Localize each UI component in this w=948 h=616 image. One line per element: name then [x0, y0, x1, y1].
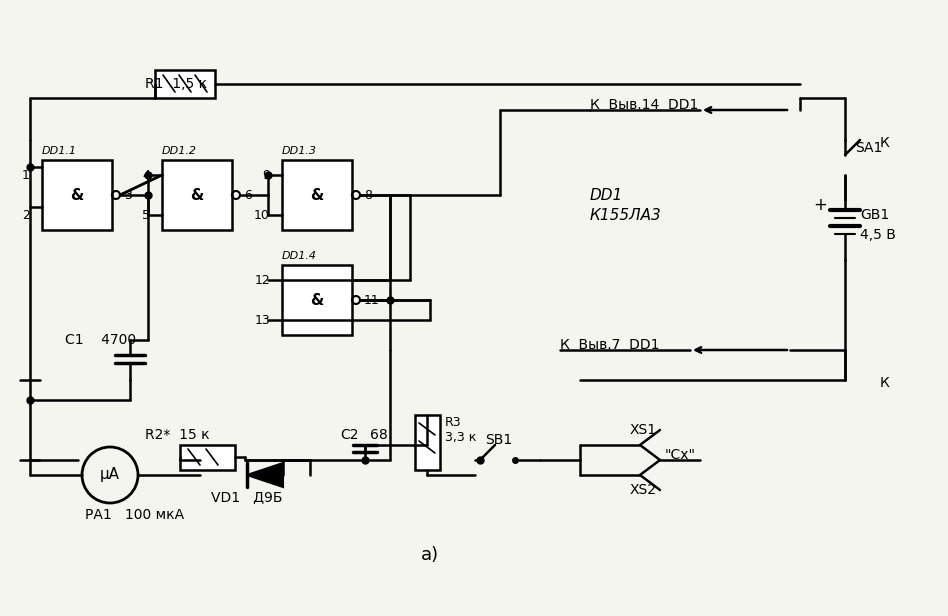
Bar — [155, 70, 215, 98]
Text: XS1: XS1 — [630, 423, 657, 437]
Bar — [162, 160, 232, 230]
Text: R1  1,5 к: R1 1,5 к — [145, 77, 207, 91]
Text: К: К — [880, 376, 890, 390]
Text: 5: 5 — [142, 208, 150, 222]
Text: К155ЛА3: К155ЛА3 — [590, 208, 662, 222]
Text: SA1: SA1 — [855, 141, 883, 155]
Text: 2: 2 — [22, 208, 30, 222]
Text: 4: 4 — [142, 169, 150, 182]
Text: "Cx": "Cx" — [665, 448, 696, 462]
Bar — [415, 415, 440, 470]
Bar — [282, 265, 352, 335]
Text: +: + — [813, 196, 827, 214]
Text: 9: 9 — [263, 169, 270, 182]
Polygon shape — [247, 463, 283, 487]
Text: XS2: XS2 — [630, 483, 657, 497]
Text: 4,5 В: 4,5 В — [860, 228, 896, 242]
Text: К  Выв.14  DD1: К Выв.14 DD1 — [590, 98, 699, 112]
Text: 10: 10 — [254, 208, 270, 222]
Text: &: & — [191, 187, 204, 203]
Text: 6: 6 — [244, 188, 252, 201]
Text: μА: μА — [100, 468, 120, 482]
Text: &: & — [310, 293, 323, 307]
Bar — [42, 160, 112, 230]
Text: R3
3,3 к: R3 3,3 к — [445, 416, 477, 444]
Bar — [282, 160, 352, 230]
Text: C2: C2 — [340, 428, 358, 442]
Text: а): а) — [421, 546, 439, 564]
Bar — [180, 445, 235, 470]
Text: DD1: DD1 — [590, 187, 623, 203]
Text: 13: 13 — [254, 314, 270, 326]
Text: 11: 11 — [364, 293, 380, 307]
Text: DD1.4: DD1.4 — [282, 251, 317, 261]
Text: DD1.1: DD1.1 — [42, 146, 77, 156]
Text: 8: 8 — [364, 188, 372, 201]
Text: К: К — [880, 136, 890, 150]
Text: 68: 68 — [370, 428, 388, 442]
Text: DD1.2: DD1.2 — [162, 146, 197, 156]
Text: GB1: GB1 — [860, 208, 889, 222]
Text: РА1   100 мкА: РА1 100 мкА — [85, 508, 184, 522]
Text: DD1.3: DD1.3 — [282, 146, 317, 156]
Text: C1    4700: C1 4700 — [65, 333, 137, 347]
Text: SB1: SB1 — [485, 433, 512, 447]
Text: R2*  15 к: R2* 15 к — [145, 428, 210, 442]
Text: 3: 3 — [124, 188, 132, 201]
Text: &: & — [70, 187, 83, 203]
Text: VD1   Д9Б: VD1 Д9Б — [211, 490, 283, 504]
Text: 12: 12 — [254, 274, 270, 286]
Text: 1: 1 — [22, 169, 30, 182]
Text: &: & — [310, 187, 323, 203]
Text: К  Выв.7  DD1: К Выв.7 DD1 — [560, 338, 660, 352]
